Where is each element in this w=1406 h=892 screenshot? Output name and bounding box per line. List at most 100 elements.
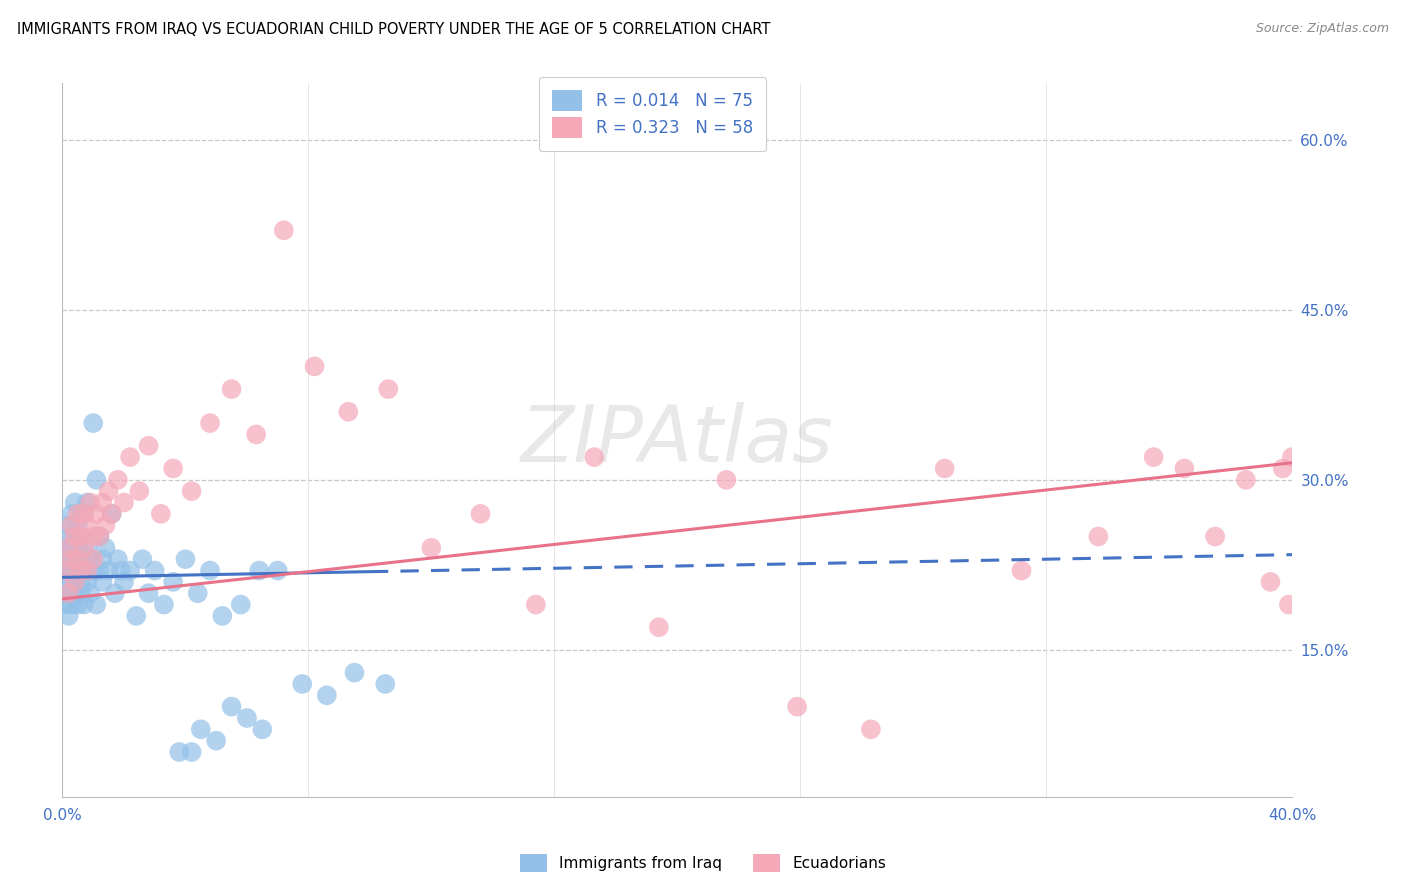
Legend: R = 0.014   N = 75, R = 0.323   N = 58: R = 0.014 N = 75, R = 0.323 N = 58 [538,77,766,151]
Legend: Immigrants from Iraq, Ecuadorians: Immigrants from Iraq, Ecuadorians [512,846,894,880]
Point [89,529,111,543]
Point [1281,450,1303,464]
Point [470,507,492,521]
Point [221,382,243,396]
Point [162,461,184,475]
Point [716,473,738,487]
Point [91,574,114,589]
Point [138,586,160,600]
Point [76,574,98,589]
Point [70,529,93,543]
Point [60,552,83,566]
Point [934,461,956,475]
Point [63,529,86,543]
Point [82,416,104,430]
Point [221,699,243,714]
Point [58,518,80,533]
Point [190,723,212,737]
Point [153,598,176,612]
Point [89,564,111,578]
Text: Source: ZipAtlas.com: Source: ZipAtlas.com [1256,22,1389,36]
Point [82,552,104,566]
Point [63,586,86,600]
Point [273,223,295,237]
Point [89,529,111,543]
Point [66,507,89,521]
Point [169,745,191,759]
Point [245,427,267,442]
Point [211,608,233,623]
Point [58,608,80,623]
Point [1143,450,1166,464]
Point [524,598,547,612]
Point [76,564,98,578]
Point [149,507,172,521]
Point [315,688,337,702]
Point [60,598,83,612]
Point [73,541,96,555]
Point [82,529,104,543]
Point [304,359,326,374]
Point [100,507,122,521]
Point [247,564,270,578]
Point [58,586,80,600]
Point [70,529,93,543]
Point [66,552,89,566]
Point [131,552,153,566]
Point [266,564,288,578]
Point [112,574,135,589]
Point [1204,529,1226,543]
Point [110,564,132,578]
Point [73,507,96,521]
Point [63,529,86,543]
Point [55,586,77,600]
Point [291,677,314,691]
Point [120,564,142,578]
Point [97,564,120,578]
Point [60,564,83,578]
Point [66,518,89,533]
Point [76,495,98,509]
Point [63,574,86,589]
Point [125,608,148,623]
Point [58,574,80,589]
Point [1011,564,1033,578]
Point [198,416,221,430]
Point [84,507,107,521]
Point [128,484,150,499]
Point [1278,598,1301,612]
Point [73,598,96,612]
Point [55,598,77,612]
Point [107,473,129,487]
Point [91,495,114,509]
Point [79,495,101,509]
Point [79,552,101,566]
Point [97,484,120,499]
Point [236,711,259,725]
Point [107,552,129,566]
Point [162,574,184,589]
Point [343,665,366,680]
Point [786,699,808,714]
Point [60,518,83,533]
Point [648,620,671,634]
Point [79,586,101,600]
Point [205,733,228,747]
Point [82,564,104,578]
Point [583,450,606,464]
Point [180,484,202,499]
Point [1260,574,1282,589]
Point [104,586,127,600]
Point [1271,461,1294,475]
Point [76,541,98,555]
Point [377,382,399,396]
Point [84,598,107,612]
Point [229,598,252,612]
Point [58,529,80,543]
Point [58,552,80,566]
Point [63,495,86,509]
Point [187,586,209,600]
Point [1234,473,1257,487]
Point [94,518,117,533]
Point [138,439,160,453]
